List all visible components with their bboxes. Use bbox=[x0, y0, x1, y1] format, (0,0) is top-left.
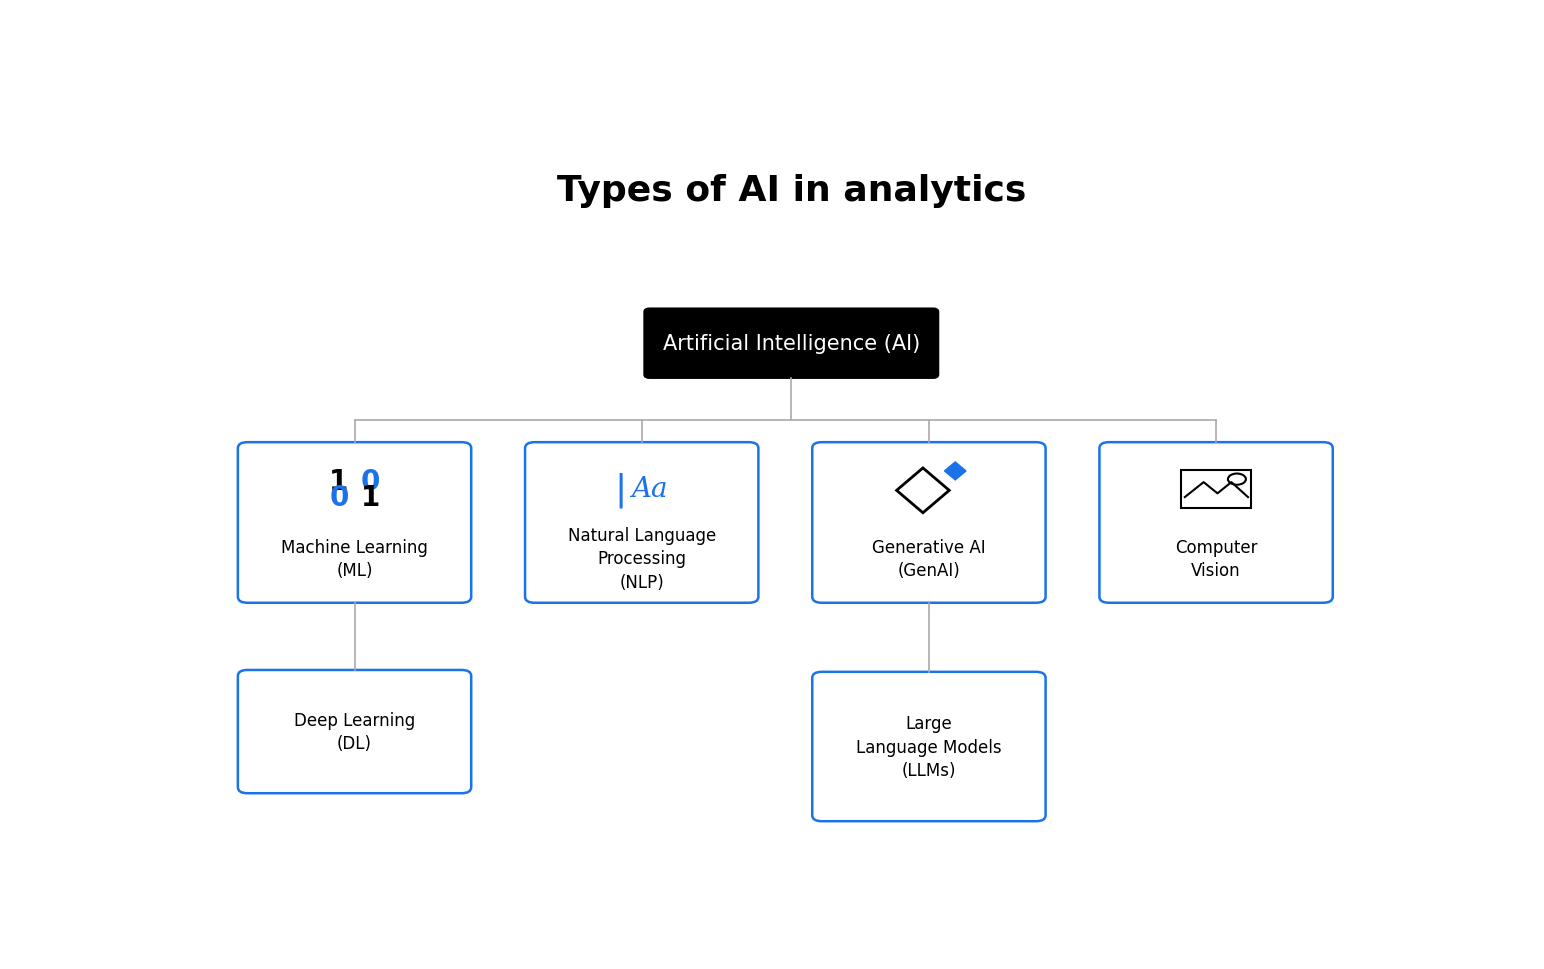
Bar bbox=[1181, 471, 1251, 508]
Text: Artificial Intelligence (AI): Artificial Intelligence (AI) bbox=[662, 334, 920, 354]
FancyBboxPatch shape bbox=[645, 309, 937, 378]
Text: Large
Language Models
(LLMs): Large Language Models (LLMs) bbox=[855, 714, 1002, 779]
Text: 1: 1 bbox=[329, 467, 349, 495]
FancyBboxPatch shape bbox=[812, 672, 1045, 822]
Text: Types of AI in analytics: Types of AI in analytics bbox=[557, 173, 1025, 208]
FancyBboxPatch shape bbox=[812, 443, 1045, 603]
Text: |: | bbox=[615, 472, 627, 507]
FancyBboxPatch shape bbox=[1099, 443, 1332, 603]
Text: 0: 0 bbox=[329, 484, 349, 512]
FancyBboxPatch shape bbox=[238, 671, 471, 794]
Text: Deep Learning
(DL): Deep Learning (DL) bbox=[293, 711, 415, 753]
Text: Generative AI
(GenAI): Generative AI (GenAI) bbox=[872, 538, 985, 579]
Text: Aa: Aa bbox=[630, 476, 667, 503]
Text: 0: 0 bbox=[360, 467, 380, 495]
Text: 1: 1 bbox=[360, 484, 380, 512]
FancyBboxPatch shape bbox=[525, 443, 758, 603]
Polygon shape bbox=[945, 462, 967, 481]
Text: Computer
Vision: Computer Vision bbox=[1175, 538, 1257, 579]
FancyBboxPatch shape bbox=[238, 443, 471, 603]
Text: Natural Language
Processing
(NLP): Natural Language Processing (NLP) bbox=[568, 526, 716, 591]
Text: Machine Learning
(ML): Machine Learning (ML) bbox=[281, 538, 428, 579]
